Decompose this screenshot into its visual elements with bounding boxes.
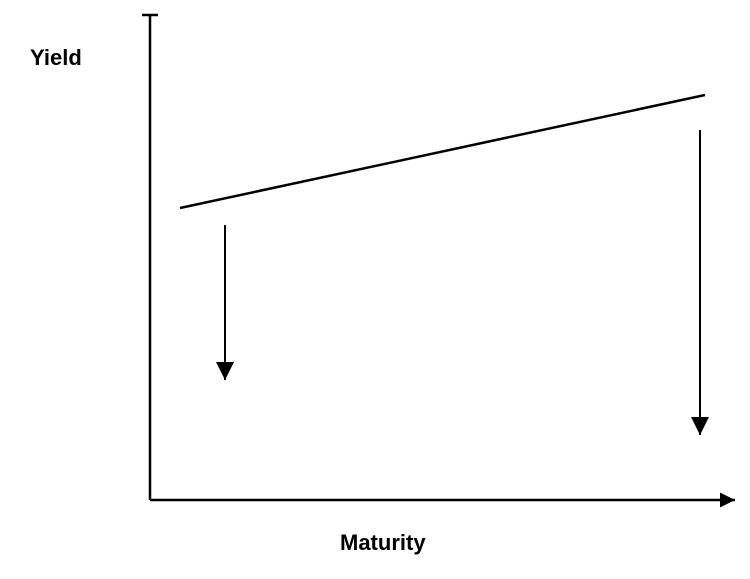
yield-maturity-chart: Yield Maturity xyxy=(0,0,750,579)
x-axis-label: Maturity xyxy=(340,530,426,556)
y-axis-label: Yield xyxy=(30,45,82,71)
chart-svg xyxy=(0,0,750,579)
yield-curve xyxy=(180,95,705,208)
